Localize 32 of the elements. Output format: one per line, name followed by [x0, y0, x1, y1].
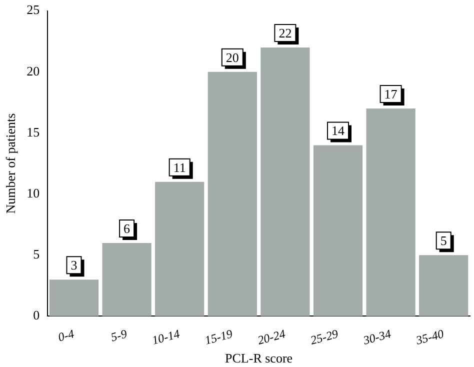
x-tick-label: 30-34: [360, 326, 392, 348]
x-tick-label: 15-19: [203, 326, 234, 348]
x-tick-label: 5-9: [109, 326, 128, 344]
x-tick-label: 25-29: [308, 326, 340, 348]
y-tick-label: 10: [26, 185, 40, 200]
y-axis-title: Number of patients: [3, 113, 18, 214]
bar: [49, 280, 99, 316]
y-tick-label: 15: [26, 124, 40, 140]
x-axis-title: PCL-R score: [225, 350, 293, 366]
bar: [155, 182, 204, 316]
bar: [102, 242, 152, 316]
x-tick-label: 0-4: [56, 326, 76, 344]
bar: [313, 145, 363, 316]
x-tick-label: 20-24: [256, 326, 287, 348]
data-label: 14: [332, 123, 345, 138]
data-label: 5: [440, 233, 447, 248]
data-label: 11: [173, 160, 186, 175]
y-tick-label: 20: [26, 63, 40, 78]
y-tick-label: 5: [33, 246, 40, 262]
x-tick-label: 10-14: [150, 326, 182, 348]
bar: [419, 255, 468, 316]
x-tick-label: 35-40: [414, 326, 446, 348]
y-tick-label: 25: [26, 2, 40, 18]
bar: [260, 47, 310, 316]
data-label: 20: [226, 50, 239, 65]
data-label: 17: [384, 86, 398, 102]
data-label: 6: [124, 220, 131, 236]
data-label: 22: [278, 25, 292, 40]
y-tick-label: 0: [33, 308, 40, 323]
data-label: 3: [70, 258, 78, 273]
bar: [366, 108, 416, 316]
bar: [208, 72, 257, 316]
